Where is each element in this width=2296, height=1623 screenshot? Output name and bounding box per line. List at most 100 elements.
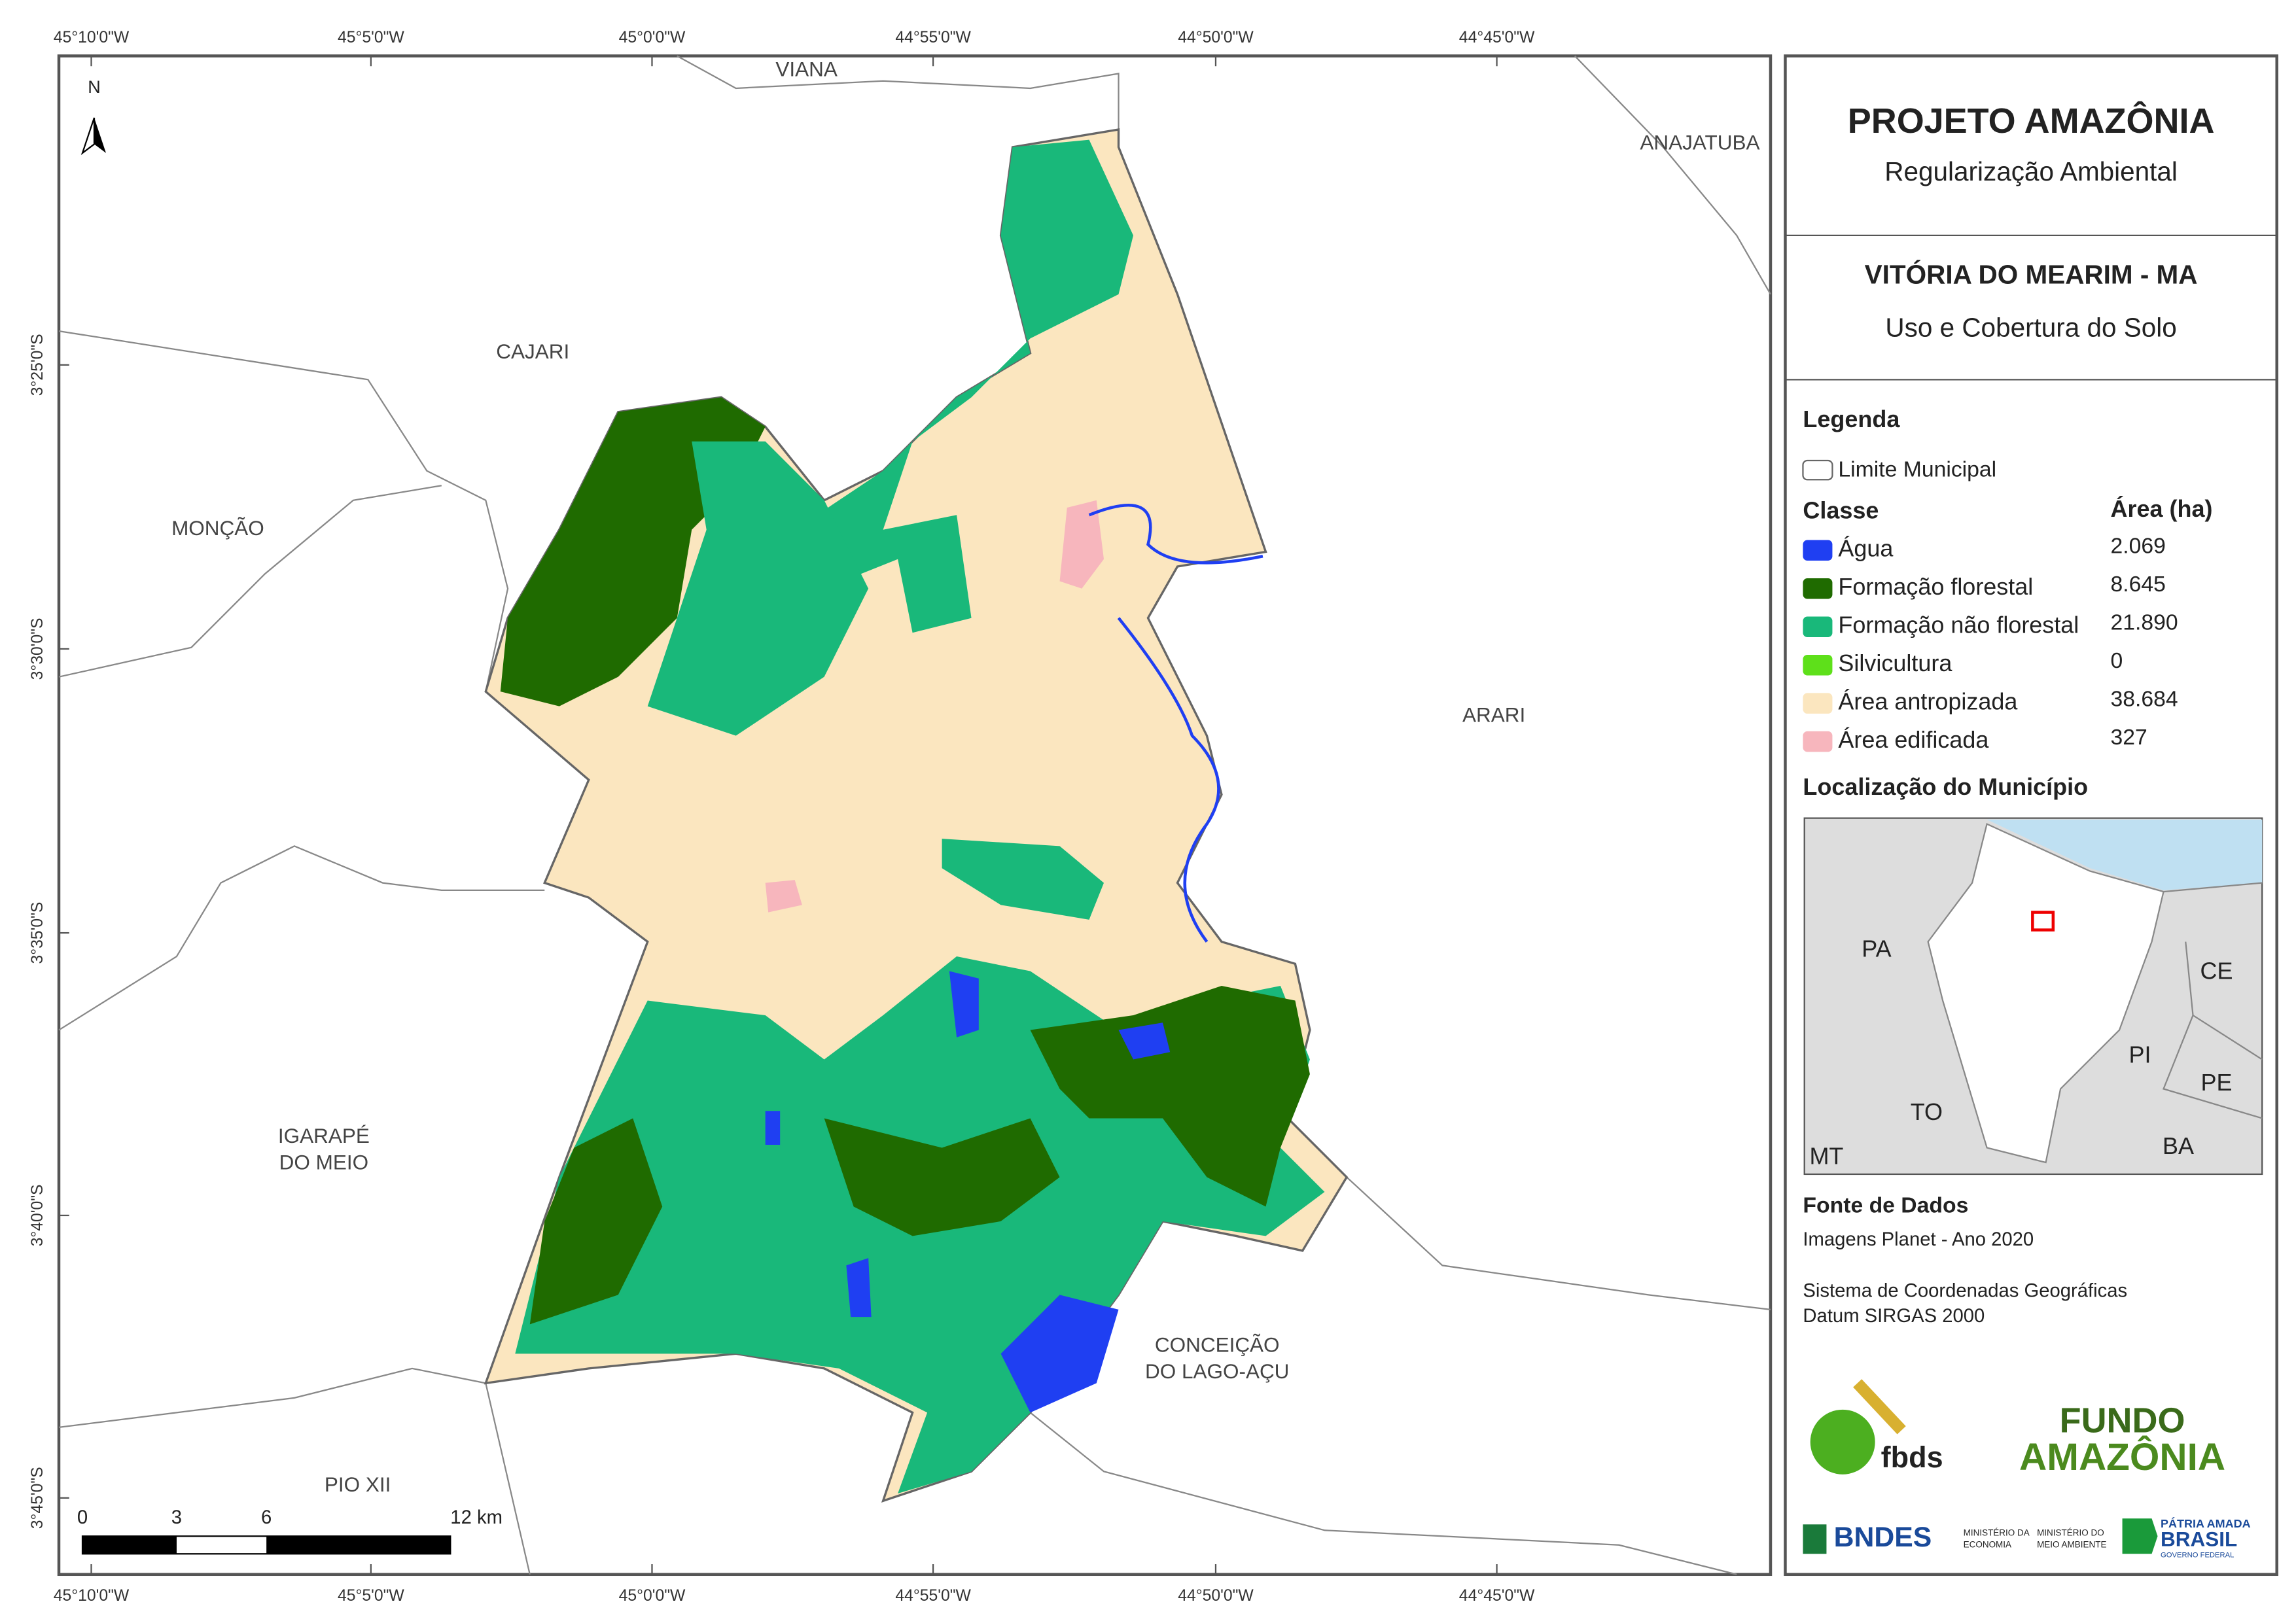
- scale-label: 0: [77, 1507, 88, 1528]
- patch: [794, 139, 1134, 633]
- source-line: Imagens Planet - Ano 2020: [1803, 1229, 2034, 1250]
- logos: fbds FUNDO AMAZÔNIA BNDES MINISTÉRIO DA …: [1803, 1379, 2251, 1560]
- subtitle: Regularização Ambiental: [1884, 156, 2178, 186]
- inset-label: PE: [2201, 1069, 2233, 1096]
- legend-swatch: [1803, 540, 1833, 561]
- longitude-label: 45°0'0"W: [619, 29, 686, 46]
- location-marker: [2031, 911, 2055, 932]
- scale-label: 12 km: [450, 1507, 503, 1528]
- boundary: [677, 55, 1120, 147]
- longitude-label: 44°45'0"W: [1459, 1587, 1535, 1605]
- legend-class: Formação florestal: [1838, 573, 2033, 600]
- place-label: MONÇÃO: [171, 516, 264, 540]
- patch: [1030, 986, 1310, 1207]
- legend-area: 38.684: [2111, 687, 2178, 712]
- title: PROJETO AMAZÔNIA: [1848, 101, 2215, 141]
- panel-border: [1784, 54, 2278, 1577]
- north-arrow: N: [80, 77, 106, 155]
- boundary: [58, 330, 509, 692]
- area-header: Área (ha): [2111, 495, 2213, 522]
- bndes-mark: [1803, 1524, 1827, 1554]
- sources-heading: Fonte de Dados: [1803, 1193, 1968, 1217]
- inset-label: PI: [2129, 1041, 2151, 1068]
- scale-segment: [266, 1536, 451, 1554]
- place-label: ANAJATUBA: [1640, 131, 1759, 154]
- patch: [942, 839, 1104, 920]
- longitude-label: 44°55'0"W: [895, 1587, 971, 1605]
- scale-label: 6: [261, 1507, 272, 1528]
- inset-label: TO: [1911, 1098, 1943, 1125]
- brasil-flag: [2122, 1518, 2158, 1554]
- boundary: [1029, 1412, 1737, 1575]
- legend-area: 2.069: [2111, 534, 2166, 559]
- legend-swatch: [1803, 616, 1833, 637]
- boundary: [1346, 1176, 1771, 1311]
- patch: [647, 441, 869, 736]
- fbds-text: fbds: [1881, 1440, 1943, 1474]
- legend-swatch: [1803, 654, 1833, 676]
- legend-heading: Legenda: [1803, 406, 1900, 432]
- inset-label: CE: [2200, 957, 2233, 984]
- place-label: CONCEIÇÃO: [1155, 1333, 1280, 1356]
- legend-class: Água: [1838, 535, 1893, 562]
- location-heading: Localização do Município: [1803, 773, 2088, 800]
- boundary-label: Limite Municipal: [1838, 457, 1996, 482]
- longitude-label: 45°10'0"W: [54, 1587, 130, 1605]
- inset-label: PA: [1862, 935, 1891, 962]
- municipality-name: VITÓRIA DO MEARIM - MA: [1865, 260, 2198, 290]
- legend-class: Área antropizada: [1838, 688, 2017, 715]
- longitude-label: 44°45'0"W: [1459, 29, 1535, 46]
- brasil-text: GOVERNO FEDERAL: [2161, 1552, 2234, 1560]
- longitude-label: 44°55'0"W: [895, 29, 971, 46]
- north-label: N: [88, 77, 101, 97]
- patch: [824, 1118, 1060, 1236]
- legend-area: 8.645: [2111, 572, 2166, 597]
- longitude-label: 45°5'0"W: [338, 29, 404, 46]
- ministry-text: MINISTÉRIO DO: [2037, 1527, 2104, 1537]
- legend-swatch: [1803, 731, 1833, 752]
- source-line: Sistema de Coordenadas Geográficas: [1803, 1281, 2127, 1302]
- legend-class: Área edificada: [1838, 726, 1988, 753]
- inset-label: BA: [2163, 1132, 2194, 1159]
- fbds-logo: [1810, 1409, 1875, 1475]
- place-label: DO MEIO: [279, 1151, 368, 1174]
- scale-bar: [81, 1535, 451, 1555]
- class-header: Classe: [1803, 497, 1879, 523]
- source-line: Datum SIRGAS 2000: [1803, 1306, 1985, 1327]
- boundary: [58, 845, 545, 1031]
- inset-map: [1803, 817, 2263, 1176]
- theme: Uso e Cobertura do Solo: [1885, 313, 2176, 343]
- legend-area: 0: [2111, 648, 2123, 673]
- boundary: [58, 485, 442, 678]
- ministry-text: MINISTÉRIO DA: [1964, 1527, 2030, 1537]
- legend-class: Formação não florestal: [1838, 612, 2079, 638]
- patch: [529, 1118, 663, 1325]
- inset-label: MT: [1809, 1143, 1843, 1170]
- longitude-label: 45°10'0"W: [54, 29, 130, 46]
- place-label: CAJARI: [496, 340, 569, 363]
- longitude-label: 44°50'0"W: [1178, 29, 1254, 46]
- ocean: [1987, 819, 2263, 890]
- boundary-swatch: [1802, 459, 1833, 481]
- brasil-text: BRASIL: [2161, 1527, 2237, 1550]
- scale-label: 3: [171, 1507, 182, 1528]
- longitude-label: 45°5'0"W: [338, 1587, 404, 1605]
- latitude-label: 3°45'0"S: [29, 1467, 46, 1529]
- ministry-text: MEIO AMBIENTE: [2037, 1539, 2106, 1549]
- legend-swatch: [1803, 578, 1833, 599]
- boundary: [58, 1367, 531, 1575]
- legend-class: Silvicultura: [1838, 650, 1952, 676]
- amazonia-text: AMAZÔNIA: [2019, 1435, 2225, 1478]
- info-panel: PROJETO AMAZÔNIA Regularização Ambiental…: [1784, 54, 2278, 1577]
- legend-swatch: [1803, 693, 1833, 714]
- place-label: DO LAGO-AÇU: [1145, 1359, 1289, 1383]
- patch: [765, 500, 1104, 913]
- latitude-label: 3°40'0"S: [29, 1184, 46, 1246]
- legend-area: 21.890: [2111, 610, 2178, 635]
- place-label: ARARI: [1462, 703, 1525, 727]
- map-frame: N: [57, 54, 1773, 1577]
- state-borders: [2163, 882, 2263, 1119]
- ministry-text: ECONOMIA: [1964, 1539, 2011, 1549]
- place-label: PIO XII: [325, 1473, 391, 1496]
